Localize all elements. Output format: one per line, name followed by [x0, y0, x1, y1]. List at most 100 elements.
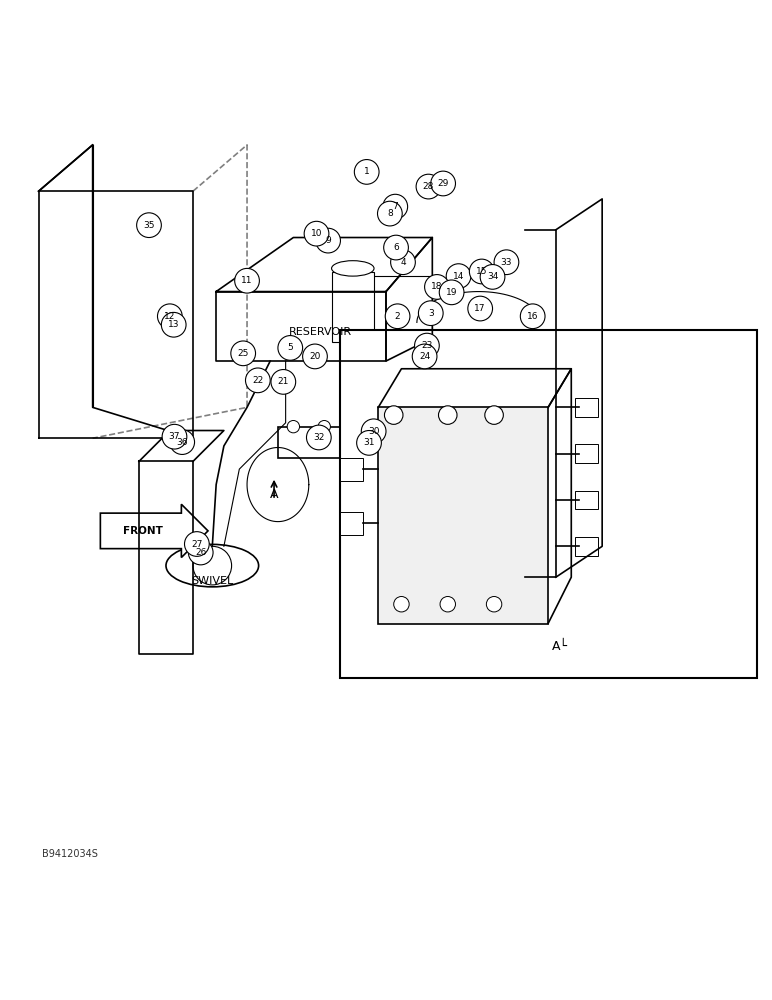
Text: 35: 35 [144, 221, 154, 230]
Circle shape [188, 540, 213, 565]
Circle shape [431, 171, 455, 196]
Text: 14: 14 [453, 272, 464, 281]
Text: 5: 5 [287, 343, 293, 352]
Circle shape [383, 194, 408, 219]
Circle shape [468, 296, 493, 321]
FancyBboxPatch shape [340, 330, 757, 678]
Text: 31: 31 [364, 438, 374, 447]
Circle shape [361, 419, 386, 444]
Text: 16: 16 [527, 312, 538, 321]
Text: 36: 36 [177, 438, 188, 447]
Text: 3: 3 [428, 309, 434, 318]
FancyBboxPatch shape [100, 504, 208, 558]
Ellipse shape [166, 544, 259, 587]
Circle shape [161, 312, 186, 337]
Text: 15: 15 [476, 267, 487, 276]
Text: 8: 8 [387, 209, 393, 218]
Text: RESERVOIR: RESERVOIR [289, 327, 352, 337]
Circle shape [384, 235, 408, 260]
Circle shape [235, 268, 259, 293]
Text: 21: 21 [278, 377, 289, 386]
Text: 13: 13 [168, 320, 179, 329]
Text: FRONT: FRONT [123, 526, 163, 536]
Text: 30: 30 [368, 427, 379, 436]
Circle shape [354, 160, 379, 184]
Circle shape [306, 425, 331, 450]
Text: 4: 4 [400, 258, 406, 267]
Circle shape [170, 430, 195, 454]
Circle shape [438, 406, 457, 424]
Circle shape [185, 532, 209, 556]
Text: 23: 23 [422, 341, 432, 350]
Circle shape [385, 304, 410, 329]
Circle shape [384, 406, 403, 424]
Circle shape [494, 250, 519, 275]
Circle shape [380, 420, 392, 433]
Circle shape [485, 406, 503, 424]
Circle shape [318, 420, 330, 433]
Text: 12: 12 [164, 312, 175, 321]
FancyBboxPatch shape [340, 458, 363, 481]
Circle shape [162, 424, 187, 449]
FancyBboxPatch shape [332, 272, 374, 342]
Text: 10: 10 [311, 229, 322, 238]
Text: 17: 17 [475, 304, 486, 313]
Circle shape [357, 431, 381, 455]
Text: 24: 24 [419, 352, 430, 361]
FancyBboxPatch shape [340, 512, 363, 535]
Circle shape [480, 265, 505, 289]
Text: 1: 1 [364, 167, 370, 176]
Circle shape [193, 546, 232, 585]
Text: A: A [269, 488, 279, 501]
Circle shape [231, 341, 256, 366]
Circle shape [278, 336, 303, 360]
Circle shape [520, 304, 545, 329]
Text: 22: 22 [252, 376, 263, 385]
Circle shape [378, 201, 402, 226]
Text: SWIVEL: SWIVEL [191, 576, 233, 586]
Circle shape [271, 370, 296, 394]
Circle shape [412, 344, 437, 369]
Circle shape [349, 420, 361, 433]
Text: 19: 19 [446, 288, 457, 297]
FancyBboxPatch shape [575, 398, 598, 417]
Circle shape [439, 280, 464, 305]
Circle shape [440, 596, 455, 612]
Circle shape [415, 333, 439, 358]
Text: 26: 26 [195, 548, 206, 557]
Text: 7: 7 [392, 202, 398, 211]
Circle shape [316, 228, 340, 253]
Text: 37: 37 [169, 432, 180, 441]
Text: 29: 29 [438, 179, 449, 188]
Circle shape [418, 301, 443, 326]
FancyBboxPatch shape [278, 427, 371, 458]
Text: 34: 34 [487, 272, 498, 281]
Text: 2: 2 [394, 312, 401, 321]
Text: 28: 28 [423, 182, 434, 191]
Text: 27: 27 [191, 540, 202, 549]
Circle shape [303, 344, 327, 369]
Text: 18: 18 [432, 282, 442, 291]
Text: A└: A└ [551, 640, 567, 653]
Circle shape [137, 213, 161, 238]
Circle shape [469, 259, 494, 284]
Text: 25: 25 [238, 349, 249, 358]
Ellipse shape [331, 261, 374, 276]
Text: 11: 11 [242, 276, 252, 285]
Circle shape [416, 174, 441, 199]
Text: 9: 9 [325, 236, 331, 245]
Text: 20: 20 [310, 352, 320, 361]
Circle shape [394, 596, 409, 612]
FancyBboxPatch shape [340, 276, 432, 353]
Circle shape [304, 221, 329, 246]
FancyBboxPatch shape [378, 407, 548, 624]
Text: B9412034S: B9412034S [42, 849, 98, 859]
FancyBboxPatch shape [575, 491, 598, 509]
FancyBboxPatch shape [575, 537, 598, 556]
Text: 6: 6 [393, 243, 399, 252]
Circle shape [446, 264, 471, 288]
Circle shape [486, 596, 502, 612]
Circle shape [157, 304, 182, 329]
Text: 33: 33 [501, 258, 512, 267]
Text: 32: 32 [313, 433, 324, 442]
